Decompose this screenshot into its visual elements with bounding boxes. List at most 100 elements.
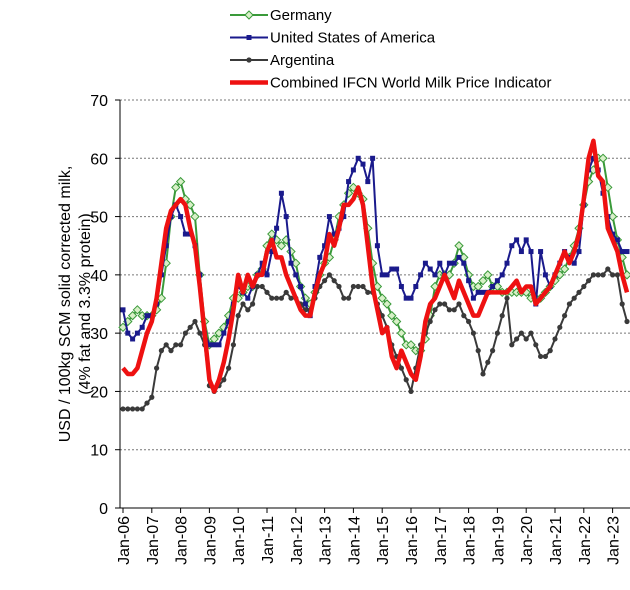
point — [130, 336, 136, 342]
point — [288, 295, 294, 301]
x-tick-label: Jan-08 — [174, 516, 191, 565]
point — [192, 318, 198, 325]
point — [598, 153, 608, 163]
point — [163, 342, 169, 348]
y-tick-label: 70 — [90, 93, 108, 110]
point — [235, 313, 241, 319]
point — [326, 272, 332, 278]
point — [451, 260, 457, 266]
point — [391, 316, 402, 327]
point — [216, 342, 222, 348]
point — [406, 340, 416, 350]
point — [466, 318, 472, 325]
point — [566, 301, 573, 307]
y-tick-label: 0 — [99, 501, 108, 518]
point — [139, 406, 145, 412]
point — [226, 365, 232, 371]
point — [175, 176, 186, 187]
point — [149, 394, 155, 400]
point — [504, 260, 510, 266]
point — [394, 266, 400, 272]
x-tick-label: Jan-23 — [606, 516, 623, 565]
y-axis-label: (4% fat and 3.3% protein) — [77, 213, 94, 394]
point — [365, 289, 371, 295]
point — [490, 284, 496, 290]
point — [360, 283, 366, 290]
x-tick-label: Jan-15 — [375, 516, 392, 565]
point — [442, 301, 448, 307]
point — [571, 260, 577, 266]
point — [130, 406, 136, 412]
point — [576, 249, 582, 255]
point — [298, 284, 304, 290]
point — [331, 231, 337, 237]
point — [244, 10, 254, 20]
point — [542, 272, 548, 278]
point — [427, 318, 433, 325]
point — [206, 342, 212, 348]
point — [187, 324, 193, 330]
point — [154, 365, 160, 371]
point — [590, 272, 597, 278]
point — [317, 254, 323, 260]
point — [590, 155, 596, 161]
x-tick-label: Jan-09 — [202, 516, 219, 565]
point — [552, 336, 558, 342]
x-tick-label: Jan-18 — [462, 516, 479, 565]
point — [221, 377, 227, 383]
point — [171, 182, 181, 193]
x-tick-label: Jan-16 — [404, 516, 421, 565]
point — [173, 342, 179, 348]
legend-label: Germany — [270, 7, 332, 24]
point — [387, 310, 397, 321]
point — [494, 330, 500, 336]
point — [283, 289, 289, 295]
point — [230, 342, 236, 348]
x-tick-label: Jan-06 — [116, 516, 133, 565]
point — [408, 295, 414, 301]
point — [605, 266, 611, 272]
point — [377, 293, 387, 303]
point — [355, 283, 361, 290]
point — [264, 289, 270, 295]
point — [408, 388, 414, 395]
point — [293, 272, 299, 278]
point — [134, 330, 140, 336]
point — [322, 278, 328, 284]
x-tick-label: Jan-22 — [577, 516, 594, 565]
point — [581, 283, 587, 290]
point — [274, 225, 280, 231]
point — [475, 348, 481, 354]
x-tick-label: Jan-12 — [289, 516, 306, 565]
point — [624, 318, 630, 325]
point — [283, 214, 289, 220]
point — [446, 307, 452, 313]
point — [331, 278, 337, 284]
point — [514, 237, 520, 243]
point — [514, 336, 520, 342]
x-tick-label: Jan-07 — [145, 516, 162, 565]
point — [470, 295, 476, 301]
point — [398, 365, 404, 371]
point — [624, 249, 630, 255]
point — [499, 272, 505, 278]
point — [144, 400, 150, 406]
point — [475, 289, 481, 295]
point — [211, 342, 217, 348]
point — [422, 260, 428, 266]
point — [480, 289, 486, 295]
point — [246, 57, 252, 63]
point — [346, 179, 352, 185]
point — [382, 299, 392, 309]
point — [562, 313, 568, 319]
point — [403, 377, 409, 383]
point — [190, 211, 200, 222]
x-tick-label: Jan-13 — [318, 516, 335, 565]
point — [322, 243, 328, 249]
point — [120, 307, 126, 313]
y-tick-label: 30 — [90, 326, 108, 343]
point — [355, 155, 361, 161]
point — [490, 348, 496, 354]
point — [158, 348, 164, 354]
